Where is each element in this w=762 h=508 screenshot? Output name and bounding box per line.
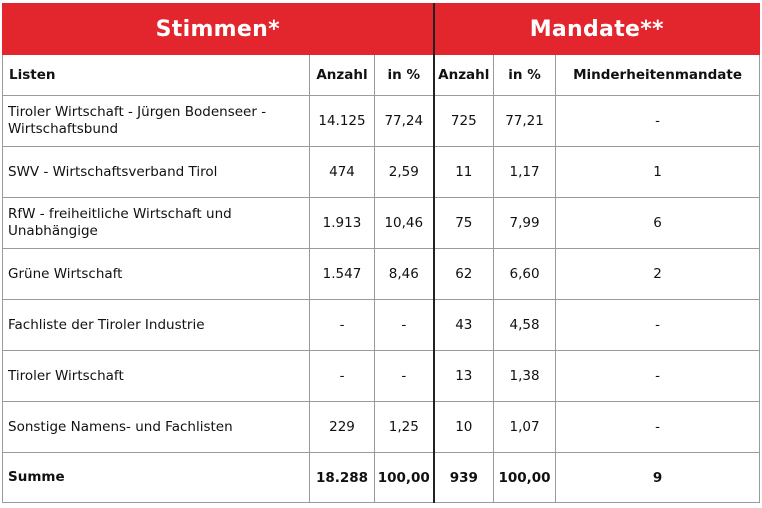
row-mandate-prozent: 4,58 — [493, 299, 557, 351]
row-stimmen-prozent: 2,59 — [373, 146, 435, 198]
row-mandate-anzahl: 62 — [432, 248, 495, 300]
row-mandate-anzahl: 75 — [432, 197, 495, 249]
table-row: RfW - freiheitliche Wirtschaft und Unabh… — [2, 197, 761, 249]
row-name: Sonstige Namens- und Fachlisten — [2, 401, 310, 453]
col-stimmen-anzahl: Anzahl — [309, 54, 375, 96]
row-mandate-anzahl: 725 — [432, 95, 495, 147]
row-minderheiten: 2 — [555, 248, 761, 300]
row-stimmen-prozent: 1,25 — [373, 401, 435, 453]
table-row: Grüne Wirtschaft 1.547 8,46 62 6,60 2 — [2, 248, 761, 300]
row-mandate-prozent: 1,38 — [493, 350, 557, 402]
summe-stimmen-prozent: 100,00 — [373, 452, 435, 503]
row-minderheiten: - — [555, 95, 761, 147]
row-minderheiten: - — [555, 401, 761, 453]
summe-mandate-prozent: 100,00 — [493, 452, 557, 503]
table-row: Fachliste der Tiroler Industrie - - 43 4… — [2, 299, 761, 351]
row-name: SWV - Wirtschaftsverband Tirol — [2, 146, 310, 198]
summe-label: Summe — [2, 452, 310, 503]
summe-minderheiten: 9 — [555, 452, 761, 503]
row-mandate-prozent: 1,17 — [493, 146, 557, 198]
row-stimmen-prozent: - — [373, 350, 435, 402]
col-minderheiten: Minderheitenmandate — [555, 54, 761, 96]
row-minderheiten: 6 — [555, 197, 761, 249]
column-header-row: Listen Anzahl in % Anzahl in % Minderhei… — [2, 54, 761, 96]
summe-stimmen-anzahl: 18.288 — [309, 452, 375, 503]
row-stimmen-prozent: 8,46 — [373, 248, 435, 300]
row-stimmen-prozent: - — [373, 299, 435, 351]
row-name: Fachliste der Tiroler Industrie — [2, 299, 310, 351]
row-stimmen-prozent: 10,46 — [373, 197, 435, 249]
table-row: Sonstige Namens- und Fachlisten 229 1,25… — [2, 401, 761, 453]
col-mandate-anzahl: Anzahl — [432, 54, 495, 96]
row-minderheiten: - — [555, 350, 761, 402]
row-stimmen-anzahl: 474 — [309, 146, 375, 198]
table-row: SWV - Wirtschaftsverband Tirol 474 2,59 … — [2, 146, 761, 198]
col-stimmen-prozent: in % — [373, 54, 435, 96]
group-header-row: Stimmen* Mandate** — [1, 3, 761, 55]
row-stimmen-prozent: 77,24 — [373, 95, 435, 147]
row-name: Tiroler Wirtschaft - Jürgen Bodenseer - … — [2, 95, 310, 147]
mandate-header: Mandate** — [432, 3, 761, 55]
summe-row: Summe 18.288 100,00 939 100,00 9 — [2, 452, 761, 503]
row-name: Grüne Wirtschaft — [2, 248, 310, 300]
row-mandate-prozent: 77,21 — [493, 95, 557, 147]
row-name: RfW - freiheitliche Wirtschaft und Unabh… — [2, 197, 310, 249]
results-table-wrapper: Stimmen* Mandate** Listen Anzahl in % An… — [1, 3, 761, 503]
row-minderheiten: - — [555, 299, 761, 351]
row-stimmen-anzahl: 229 — [309, 401, 375, 453]
row-name: Tiroler Wirtschaft — [2, 350, 310, 402]
row-stimmen-anzahl: 14.125 — [309, 95, 375, 147]
row-stimmen-anzahl: - — [309, 350, 375, 402]
row-stimmen-anzahl: - — [309, 299, 375, 351]
row-mandate-anzahl: 43 — [432, 299, 495, 351]
summe-mandate-anzahl: 939 — [432, 452, 495, 503]
row-mandate-anzahl: 13 — [432, 350, 495, 402]
row-mandate-anzahl: 10 — [432, 401, 495, 453]
col-mandate-prozent: in % — [493, 54, 557, 96]
row-mandate-anzahl: 11 — [432, 146, 495, 198]
table-row: Tiroler Wirtschaft - - 13 1,38 - — [2, 350, 761, 402]
stimmen-header: Stimmen* — [1, 3, 435, 55]
row-mandate-prozent: 6,60 — [493, 248, 557, 300]
row-stimmen-anzahl: 1.547 — [309, 248, 375, 300]
row-stimmen-anzahl: 1.913 — [309, 197, 375, 249]
col-listen: Listen — [2, 54, 310, 96]
table-row: Tiroler Wirtschaft - Jürgen Bodenseer - … — [2, 95, 761, 147]
row-mandate-prozent: 1,07 — [493, 401, 557, 453]
row-mandate-prozent: 7,99 — [493, 197, 557, 249]
row-minderheiten: 1 — [555, 146, 761, 198]
election-results-table: Stimmen* Mandate** Listen Anzahl in % An… — [1, 3, 761, 503]
